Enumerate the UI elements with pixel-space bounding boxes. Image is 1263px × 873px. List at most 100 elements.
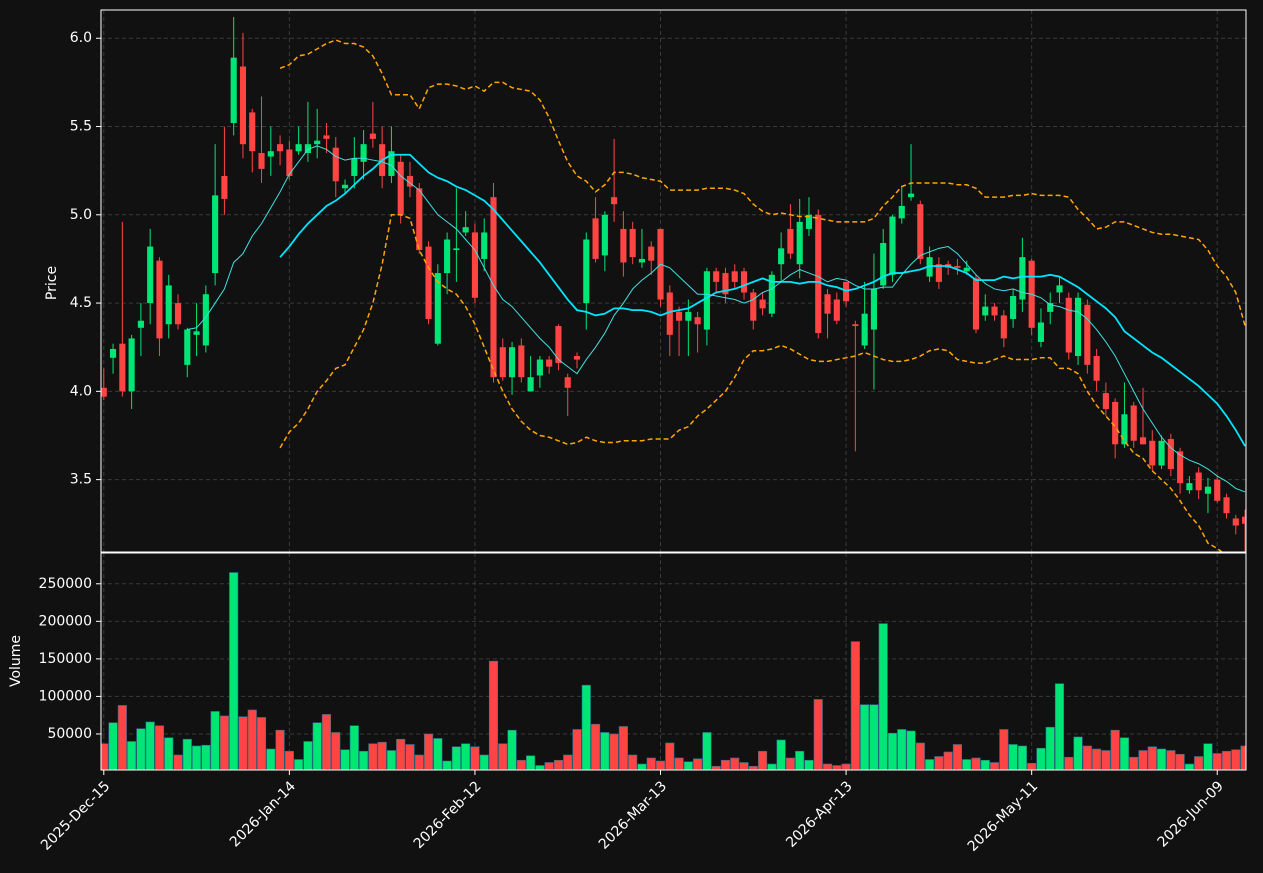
candle-body bbox=[128, 338, 135, 392]
candle-body bbox=[1130, 405, 1137, 441]
candle-body bbox=[573, 356, 581, 360]
volume-bar bbox=[516, 759, 526, 770]
candle-body bbox=[713, 271, 720, 282]
volume-bar bbox=[1147, 746, 1157, 770]
candle-body bbox=[1000, 315, 1007, 339]
candle-body bbox=[648, 246, 655, 261]
volume-bar bbox=[878, 623, 888, 770]
volume-bar bbox=[962, 759, 972, 770]
candle-body bbox=[119, 343, 126, 392]
candle-body bbox=[1037, 322, 1045, 342]
volume-y-tick-label: 100000 bbox=[39, 688, 92, 704]
candle-body bbox=[870, 288, 877, 330]
volume-bar bbox=[822, 763, 833, 770]
volume-bar bbox=[247, 709, 257, 770]
candle-body bbox=[221, 175, 228, 199]
candle-body bbox=[1010, 296, 1017, 319]
candle-body bbox=[137, 320, 144, 328]
volume-y-tick-label: 150000 bbox=[39, 651, 92, 667]
grid-layer bbox=[101, 10, 1246, 770]
volume-bar bbox=[359, 750, 369, 770]
volume-bar bbox=[841, 763, 851, 770]
volume-bar bbox=[405, 744, 415, 770]
volume-bar bbox=[368, 743, 378, 770]
candle-body bbox=[314, 140, 321, 145]
candle-body bbox=[212, 195, 219, 274]
volume-bar bbox=[804, 759, 814, 770]
candle-body bbox=[258, 153, 265, 169]
volume-bar bbox=[1212, 753, 1222, 770]
volume-bar bbox=[943, 751, 953, 770]
volume-bar bbox=[1008, 744, 1018, 770]
volume-bar bbox=[321, 714, 332, 770]
candle-body bbox=[629, 228, 636, 258]
volume-bar bbox=[1054, 683, 1065, 770]
candle-body bbox=[750, 292, 757, 321]
volume-bar bbox=[210, 711, 220, 770]
volume-bar bbox=[1092, 748, 1102, 770]
candle-body bbox=[267, 151, 274, 157]
y-tick-label: 5.0 bbox=[70, 207, 92, 223]
volume-bar bbox=[238, 716, 248, 770]
volume-bar bbox=[1073, 736, 1083, 770]
candle-body bbox=[416, 188, 423, 251]
volume-bar bbox=[702, 732, 712, 770]
candle-body bbox=[1232, 518, 1239, 526]
candle-body bbox=[907, 193, 915, 198]
candle-body bbox=[1056, 285, 1063, 293]
volume-bar bbox=[154, 725, 165, 770]
volume-bar bbox=[980, 759, 990, 770]
volume-bar bbox=[331, 732, 341, 770]
y-tick-label: 4.5 bbox=[70, 295, 92, 311]
volume-bar bbox=[294, 759, 304, 770]
candle-body bbox=[1242, 516, 1246, 524]
volume-frame bbox=[100, 552, 1247, 771]
volume-bar bbox=[1045, 726, 1055, 770]
volume-y-tick-label: 250000 bbox=[39, 576, 92, 592]
candle-body bbox=[852, 324, 859, 327]
volume-bar bbox=[1101, 750, 1111, 770]
candle-body bbox=[1112, 401, 1119, 445]
candle-body bbox=[499, 347, 506, 378]
volume-bar bbox=[795, 750, 805, 770]
volume-bar bbox=[470, 746, 480, 770]
candle-body bbox=[601, 214, 608, 256]
volume-bar bbox=[145, 721, 155, 770]
volume-bar bbox=[952, 744, 962, 770]
volume-bar bbox=[414, 754, 424, 770]
volume-bar bbox=[182, 738, 192, 770]
candle-body bbox=[434, 273, 441, 344]
candle-body bbox=[1158, 440, 1165, 466]
volume-bar bbox=[758, 750, 768, 770]
volume-bar bbox=[1082, 745, 1092, 770]
candle-body bbox=[768, 274, 775, 314]
candle-body bbox=[824, 294, 831, 314]
volume-bar bbox=[674, 757, 684, 770]
volume-bar bbox=[498, 743, 508, 770]
candle-body bbox=[954, 265, 961, 268]
candle-body bbox=[815, 214, 822, 334]
candle-body bbox=[462, 227, 469, 233]
candle-body bbox=[1167, 439, 1174, 470]
y-tick-label: 5.5 bbox=[70, 119, 92, 135]
volume-bar bbox=[340, 749, 350, 770]
volume-bar bbox=[423, 733, 434, 770]
volume-bar bbox=[479, 754, 489, 770]
volume-bar bbox=[1203, 743, 1213, 770]
candle-body bbox=[898, 205, 905, 219]
volume-bar bbox=[136, 728, 146, 770]
volume-bar bbox=[101, 743, 109, 770]
volume-bar bbox=[1064, 756, 1074, 770]
candle-body bbox=[759, 299, 766, 309]
candle-body bbox=[304, 144, 311, 154]
candle-body bbox=[833, 299, 840, 321]
candle-body bbox=[536, 359, 543, 376]
candle-body bbox=[889, 216, 896, 275]
candle-body bbox=[453, 248, 460, 251]
volume-bar bbox=[229, 572, 239, 770]
candle-body bbox=[341, 184, 349, 189]
volume-bar bbox=[461, 743, 471, 770]
volume-y-tick-label: 50000 bbox=[47, 726, 92, 742]
candle-body bbox=[1195, 472, 1202, 491]
